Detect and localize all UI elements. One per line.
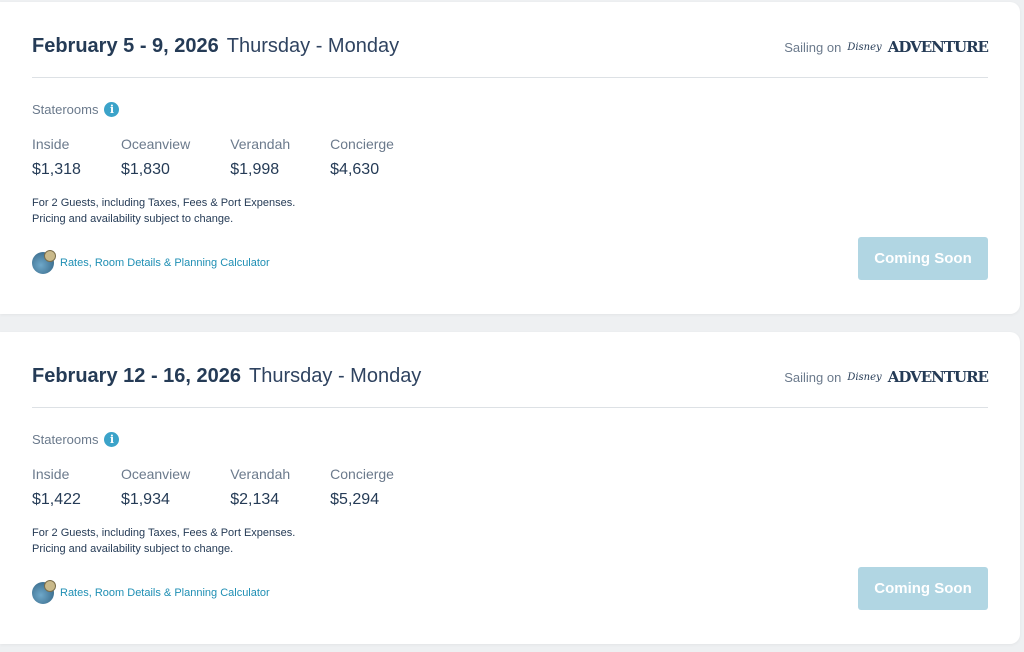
- divider: [32, 77, 988, 78]
- sailing-card: February 5 - 9, 2026 Thursday - Monday Sa…: [0, 2, 1020, 314]
- date-range: February 12 - 16, 2026: [32, 365, 242, 387]
- stateroom-concierge: Concierge $5,294: [330, 466, 394, 509]
- staterooms-heading: Staterooms i: [32, 432, 120, 447]
- stateroom-verandah: Verandah $2,134: [230, 466, 290, 509]
- coming-soon-button[interactable]: Coming Soon: [858, 567, 988, 610]
- adventure-logo: ADVENTURE: [887, 368, 989, 386]
- stateroom-price: $1,998: [230, 161, 280, 178]
- rates-link-label: Rates, Room Details & Planning Calculato…: [60, 587, 270, 599]
- rates-link[interactable]: Rates, Room Details & Planning Calculato…: [32, 580, 270, 604]
- sailing-dates: February 5 - 9, 2026 Thursday - Monday: [32, 35, 399, 58]
- staterooms-label: Staterooms: [32, 102, 99, 117]
- day-range: Thursday - Monday: [249, 365, 422, 387]
- stateroom-label: Concierge: [330, 466, 394, 482]
- sailing-dates: February 12 - 16, 2026 Thursday - Monday: [32, 365, 421, 388]
- stateroom-label: Verandah: [230, 466, 291, 482]
- stateroom-price: $1,318: [32, 161, 81, 178]
- disney-logo: Disney: [847, 371, 882, 383]
- stateroom-price: $1,934: [120, 491, 170, 508]
- note-guests: For 2 Guests, including Taxes, Fees & Po…: [32, 197, 296, 209]
- note-disclaimer: Pricing and availability subject to chan…: [32, 213, 234, 225]
- stateroom-inside: Inside $1,422: [32, 466, 81, 509]
- stateroom-concierge: Concierge $4,630: [330, 136, 394, 179]
- stateroom-oceanview: Oceanview $1,830: [121, 136, 190, 179]
- sailing-on-label: Sailing on: [784, 39, 842, 55]
- staterooms-label: Staterooms: [32, 432, 99, 447]
- stateroom-label: Oceanview: [120, 466, 191, 482]
- ship-info: Sailing on Disney ADVENTURE: [784, 38, 989, 56]
- adventure-logo: ADVENTURE: [887, 38, 989, 56]
- stateroom-prices: Inside $1,318 Oceanview $1,830 Verandah $1,99…: [32, 136, 434, 179]
- stateroom-inside: Inside $1,318: [32, 136, 81, 179]
- divider: [32, 407, 988, 408]
- pricing-note: For 2 Guests, including Taxes, Fees & Po…: [32, 525, 295, 557]
- stateroom-price: $1,830: [120, 161, 170, 178]
- stateroom-verandah: Verandah $1,998: [230, 136, 290, 179]
- stateroom-price: $2,134: [230, 491, 280, 508]
- stateroom-label: Concierge: [330, 136, 394, 152]
- info-icon[interactable]: i: [104, 432, 120, 447]
- stateroom-label: Inside: [32, 136, 70, 152]
- rates-link[interactable]: Rates, Room Details & Planning Calculato…: [32, 250, 270, 274]
- stateroom-price: $1,422: [32, 491, 81, 508]
- stateroom-price: $4,630: [330, 161, 380, 178]
- pricing-note: For 2 Guests, including Taxes, Fees & Po…: [32, 195, 295, 227]
- info-icon[interactable]: i: [104, 102, 120, 117]
- note-guests: For 2 Guests, including Taxes, Fees & Po…: [32, 527, 296, 539]
- globe-icon: [32, 580, 56, 604]
- ship-info: Sailing on Disney ADVENTURE: [784, 368, 989, 386]
- stateroom-label: Oceanview: [120, 136, 191, 152]
- disney-logo: Disney: [847, 41, 882, 53]
- note-disclaimer: Pricing and availability subject to chan…: [32, 543, 234, 555]
- stateroom-oceanview: Oceanview $1,934: [121, 466, 190, 509]
- day-range: Thursday - Monday: [226, 35, 400, 57]
- sailing-card: February 12 - 16, 2026 Thursday - Monday …: [0, 332, 1020, 644]
- staterooms-heading: Staterooms i: [32, 102, 120, 117]
- rates-link-label: Rates, Room Details & Planning Calculato…: [60, 257, 270, 269]
- globe-icon: [32, 250, 56, 274]
- date-range: February 5 - 9, 2026: [32, 35, 219, 57]
- stateroom-prices: Inside $1,422 Oceanview $1,934 Verandah $2,13…: [32, 466, 434, 509]
- stateroom-price: $5,294: [330, 491, 380, 508]
- stateroom-label: Inside: [32, 466, 70, 482]
- stateroom-label: Verandah: [230, 136, 291, 152]
- sailing-on-label: Sailing on: [784, 369, 842, 385]
- coming-soon-button[interactable]: Coming Soon: [858, 237, 988, 280]
